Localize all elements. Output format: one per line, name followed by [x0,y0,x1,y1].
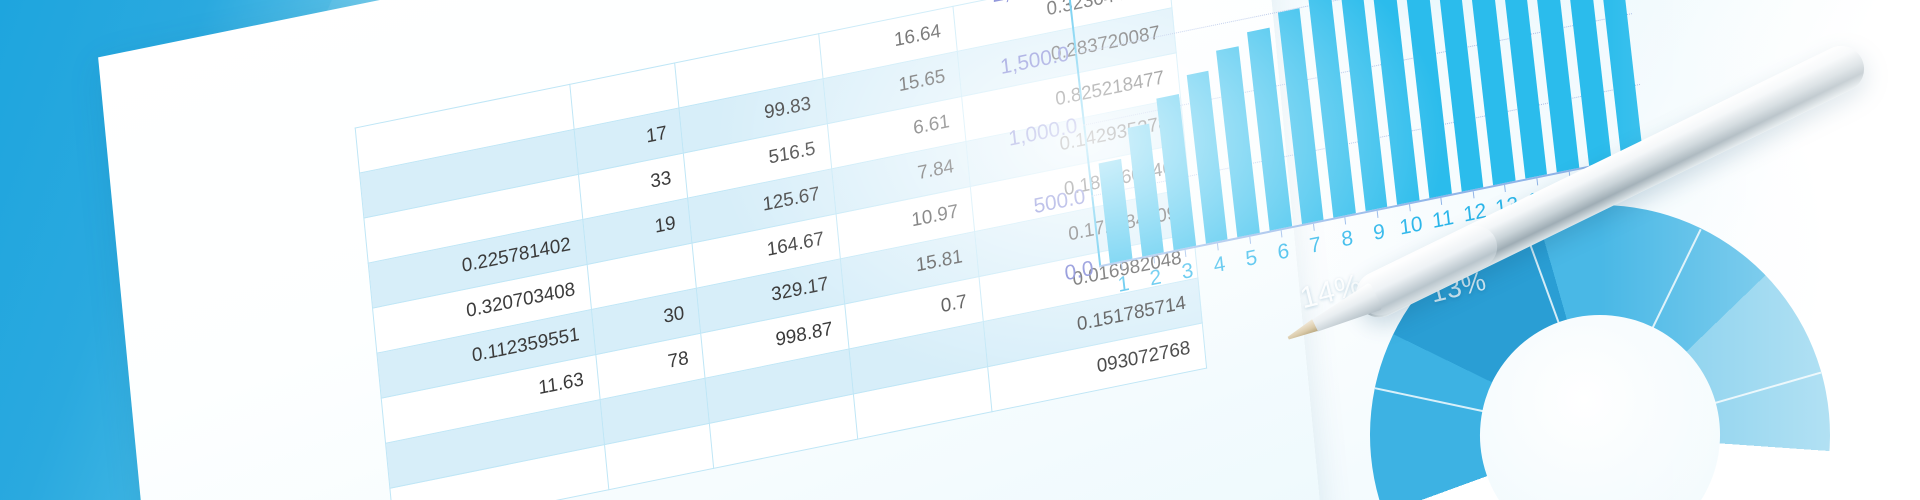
chart-x-tick [1376,210,1379,218]
chart-x-tick-label: 10 [1398,212,1424,240]
chart-x-tick [1344,217,1347,225]
chart-x-tick [1600,165,1602,173]
chart-x-tick [1408,204,1411,212]
chart-x-tick [1536,178,1539,186]
pie-label-bottom-right-14: 14% [1296,267,1366,316]
pie-slice-divider [1598,228,1702,437]
chart-x-tick [1440,197,1443,205]
pie-slice-divider [1599,371,1822,437]
chart-x-tick [1632,158,1634,166]
chart-x-tick-label: 8 [1340,226,1355,252]
pie-slice-divider [1374,387,1601,437]
chart-bar [1156,94,1196,251]
pie-slice-divider [1520,219,1601,437]
chart-x-tick-label: 17 [1621,166,1648,195]
chart-x-tick-label: 7 [1308,232,1323,259]
chart-x-tick-label: 11 [1431,205,1455,234]
chart-x-tick [1504,184,1507,192]
chart-x-tick [1568,171,1571,179]
chart-x-tick-label: 4 [1212,252,1227,278]
chart-x-tick [1312,223,1315,231]
chart-bar [1098,158,1133,264]
chart-bar [1127,123,1165,257]
chart-x-tick-label: 13 [1494,192,1520,221]
chart-x-tick [1472,191,1475,199]
pie-slice-divider [1599,435,1761,500]
chart-x-tick-label: 15 [1557,179,1584,208]
chart-x-tick-label: 16 [1589,173,1616,201]
chart-x-tick-label: 9 [1372,219,1387,246]
chart-x-tick-label: 12 [1462,199,1488,227]
